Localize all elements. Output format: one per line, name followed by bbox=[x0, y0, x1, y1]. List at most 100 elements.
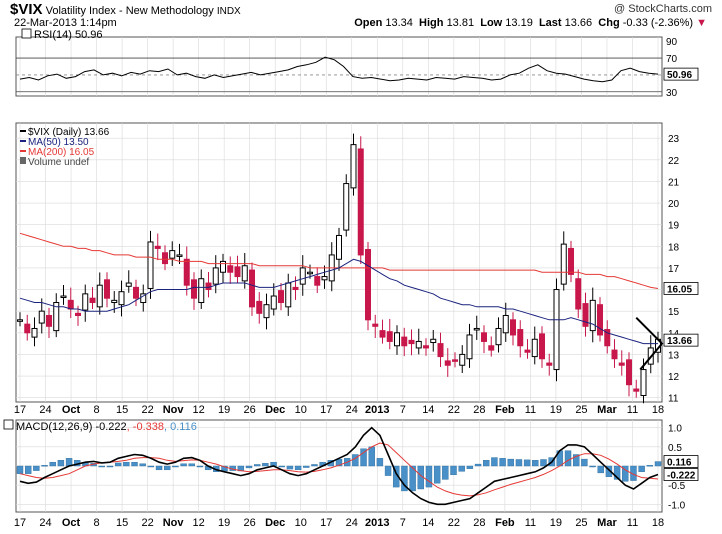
price-y-tick-label: 13 bbox=[668, 350, 680, 361]
candle-body bbox=[495, 327, 502, 346]
candle-body bbox=[38, 310, 45, 324]
candle-body bbox=[234, 266, 241, 278]
price-x-tick-label: 28 bbox=[473, 404, 485, 416]
macd-histogram-bar bbox=[254, 464, 261, 467]
low-value: 13.19 bbox=[505, 17, 533, 29]
macd-histogram-bar bbox=[360, 448, 367, 467]
macd-histogram-bar bbox=[646, 465, 654, 467]
quote-line: Open 13.34 High 13.81 Low 13.19 Last 13.… bbox=[354, 17, 707, 29]
candle-body bbox=[82, 293, 89, 311]
macd-histogram-bar bbox=[139, 463, 146, 467]
candle-body bbox=[365, 249, 371, 321]
macd-histogram-bar bbox=[106, 465, 114, 468]
candle-body bbox=[459, 353, 466, 366]
candle-body bbox=[444, 360, 451, 366]
candle-body bbox=[386, 331, 393, 342]
macd-x-tick-label: Dec bbox=[265, 517, 285, 529]
candle-body bbox=[270, 295, 277, 310]
price-x-tick-label: 17 bbox=[320, 404, 332, 416]
candle-body bbox=[220, 260, 226, 273]
open-value: 13.34 bbox=[385, 17, 413, 29]
price-x-tick-label: 10 bbox=[295, 404, 307, 416]
macd-x-tick-label: Mar bbox=[597, 517, 617, 529]
candle-body bbox=[430, 338, 437, 344]
price-x-tick-label: 15 bbox=[116, 404, 128, 416]
macd-histogram-bar bbox=[164, 465, 171, 471]
candle-body bbox=[96, 284, 103, 308]
ma200-value-tag: 16.05 bbox=[667, 284, 692, 295]
macd-histogram-bar bbox=[613, 465, 621, 480]
candle-body bbox=[618, 362, 625, 366]
macd-histogram-bar bbox=[16, 465, 24, 474]
macd-value-tag-box bbox=[663, 468, 699, 481]
macd-x-tick-label: 22 bbox=[448, 517, 460, 529]
ticker-symbol: $VIX bbox=[10, 1, 43, 18]
price-x-tick-label: Feb bbox=[495, 404, 515, 416]
macd-line bbox=[19, 426, 659, 506]
price-legend-item: Volume undef bbox=[28, 157, 89, 168]
candle-body bbox=[408, 339, 415, 345]
rsi-y-tick-label: 70 bbox=[666, 54, 678, 65]
candle-body bbox=[524, 349, 531, 353]
macd-histogram-bar bbox=[442, 465, 449, 480]
price-y-tick-label: 12 bbox=[668, 372, 680, 383]
candle-body bbox=[321, 276, 328, 281]
macd-histogram-bar bbox=[98, 465, 105, 468]
last-value: 13.66 bbox=[564, 17, 593, 29]
price-x-tick-label: 7 bbox=[400, 404, 406, 416]
candle-body bbox=[17, 319, 23, 322]
macd-histogram-bar bbox=[409, 465, 416, 492]
rsi-last-tag-box bbox=[663, 67, 699, 81]
down-arrow-icon: ▼ bbox=[696, 17, 707, 29]
macd-y-tick-label: -0.5 bbox=[668, 481, 686, 492]
macd-histogram-bar bbox=[515, 459, 523, 467]
macd-x-tick-label: 24 bbox=[346, 517, 358, 529]
watermark: @ StockCharts.com bbox=[614, 3, 712, 15]
macd-histogram-bar bbox=[278, 465, 285, 468]
candle-body bbox=[437, 343, 444, 358]
price-panel bbox=[15, 122, 663, 403]
macd-x-tick-label: 15 bbox=[116, 517, 128, 529]
candle-body bbox=[176, 254, 183, 257]
candle-body bbox=[633, 388, 640, 392]
candle-body bbox=[357, 148, 364, 256]
candle-body bbox=[205, 282, 212, 291]
price-x-tick-label: 24 bbox=[39, 404, 51, 416]
macd-histogram-bar bbox=[114, 462, 122, 467]
price-x-tick-label: 8 bbox=[93, 404, 99, 416]
macd-histogram-bar bbox=[24, 465, 32, 474]
price-x-tick-label: Dec bbox=[265, 404, 285, 416]
candle-body bbox=[111, 299, 118, 304]
high-value: 13.81 bbox=[446, 17, 475, 29]
price-y-tick-label: 22 bbox=[668, 156, 680, 167]
macd-histogram-bar bbox=[622, 465, 629, 482]
candle-body bbox=[452, 359, 458, 362]
candle-body bbox=[597, 304, 603, 336]
candle-body bbox=[307, 271, 313, 275]
price-x-tick-label: 24 bbox=[346, 404, 358, 416]
chg-value: -0.33 (-2.36%) bbox=[622, 17, 694, 29]
macd-histogram-bar bbox=[196, 465, 204, 468]
price-x-tick-label: 22 bbox=[448, 404, 460, 416]
macd-histogram-bar bbox=[523, 459, 531, 467]
chart-date: 22-Mar-2013 1:14pm bbox=[14, 17, 117, 29]
macd-title: MACD(12,26,9) -0.222, -0.338, 0.116 bbox=[16, 421, 197, 433]
candle-body bbox=[53, 302, 60, 332]
candle-body bbox=[626, 359, 632, 386]
candle-body bbox=[343, 183, 350, 231]
open-label: Open bbox=[354, 17, 383, 29]
candle-body bbox=[31, 327, 38, 338]
candle-body bbox=[299, 267, 306, 285]
macd-hist-tag-box bbox=[663, 455, 699, 468]
candle-body bbox=[539, 333, 545, 360]
macd-histogram-bar bbox=[294, 465, 302, 471]
macd-x-tick-label: 11 bbox=[525, 517, 536, 529]
macd-hist-tag: 0.116 bbox=[667, 458, 692, 469]
price-x-tick-label: 17 bbox=[14, 404, 26, 416]
macd-histogram-bar bbox=[245, 465, 253, 469]
macd-histogram-bar bbox=[352, 454, 359, 467]
macd-value-tag: -0.222 bbox=[667, 471, 696, 482]
macd-histogram-bar bbox=[188, 463, 195, 467]
macd-histogram-bar bbox=[605, 465, 613, 477]
